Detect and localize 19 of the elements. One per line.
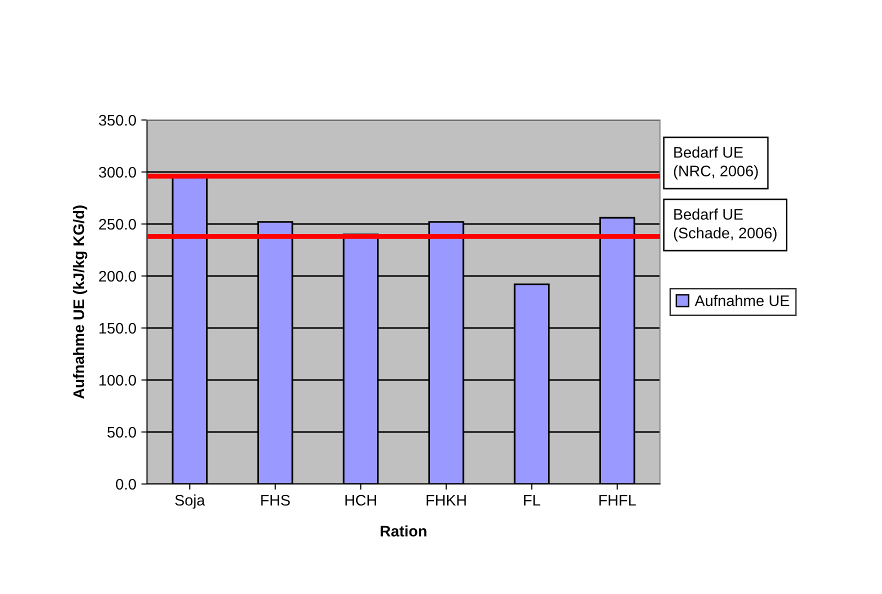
y-tick-label: 150.0	[100, 322, 136, 334]
y-tick-label: 300.0	[98, 166, 136, 178]
x-tick-label: FL	[524, 494, 540, 506]
y-tick-label: 250.0	[99, 218, 136, 230]
legend-label: Aufnahme UE	[694, 294, 790, 306]
x-tick-label: Soja	[175, 494, 206, 509]
x-tick-label: HCH	[345, 494, 376, 506]
ref-line-label: Bedarf UE (Schade, 2006)	[674, 208, 777, 242]
y-tick-label: 350.0	[98, 114, 136, 126]
x-tick-label: FHKH	[426, 494, 466, 506]
y-axis-title: Aufnahme UE (kJ/kg KG/d)	[72, 206, 88, 399]
x-tick-label: FHS	[261, 494, 290, 506]
y-tick-label: 200.0	[99, 270, 136, 282]
x-tick-label: FHFL	[599, 494, 636, 506]
y-tick-label: 100.0	[100, 374, 136, 386]
y-tick-label: 50.0	[107, 426, 136, 438]
ref-line-label: Bedarf UE (NRC, 2006)	[674, 146, 758, 180]
y-tick-label: 0.0	[116, 478, 136, 490]
x-axis-title: Ration	[380, 525, 426, 537]
